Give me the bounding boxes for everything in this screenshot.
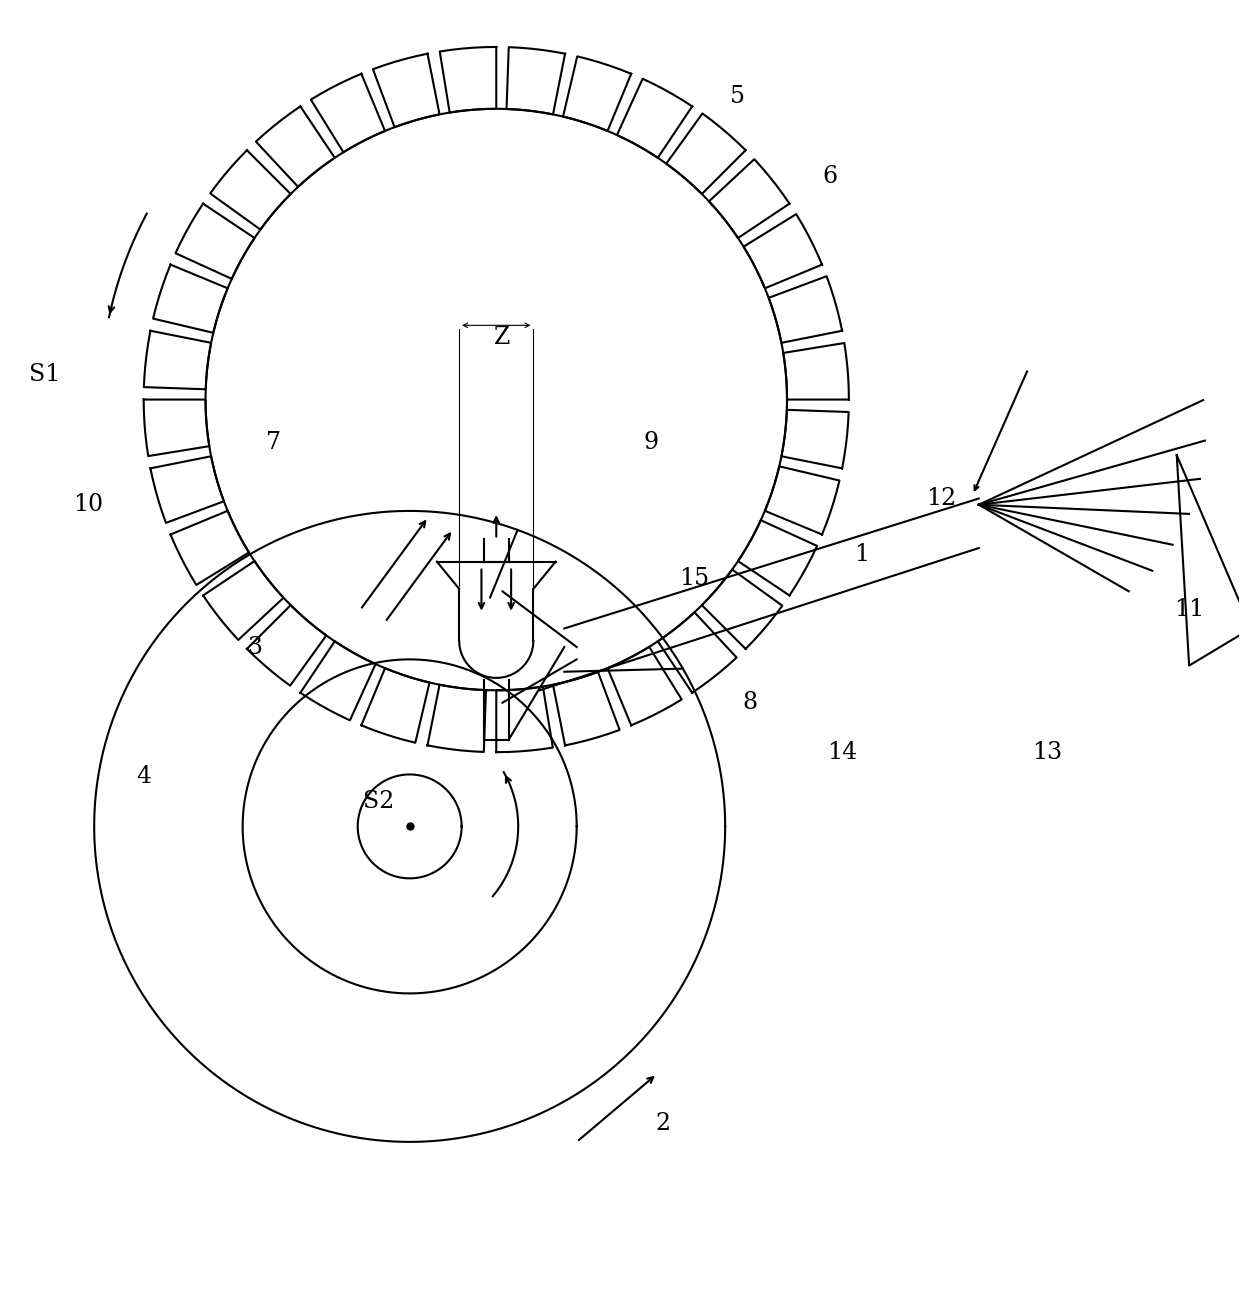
Text: Z: Z [495, 326, 511, 349]
Text: 9: 9 [644, 431, 658, 454]
Text: 5: 5 [730, 85, 745, 107]
Text: 13: 13 [1032, 740, 1061, 763]
Text: 4: 4 [136, 766, 151, 788]
Text: 15: 15 [680, 568, 709, 590]
Text: 3: 3 [248, 635, 263, 659]
Text: 12: 12 [926, 487, 957, 510]
Text: S1: S1 [29, 364, 61, 387]
Text: S2: S2 [363, 791, 394, 813]
Text: 6: 6 [823, 166, 838, 189]
Text: 1: 1 [853, 542, 869, 565]
Text: 11: 11 [1174, 598, 1204, 621]
Text: 10: 10 [73, 493, 103, 516]
Text: 14: 14 [827, 740, 858, 763]
Text: 2: 2 [656, 1112, 671, 1135]
Text: 8: 8 [743, 691, 758, 714]
Text: 7: 7 [267, 431, 281, 454]
